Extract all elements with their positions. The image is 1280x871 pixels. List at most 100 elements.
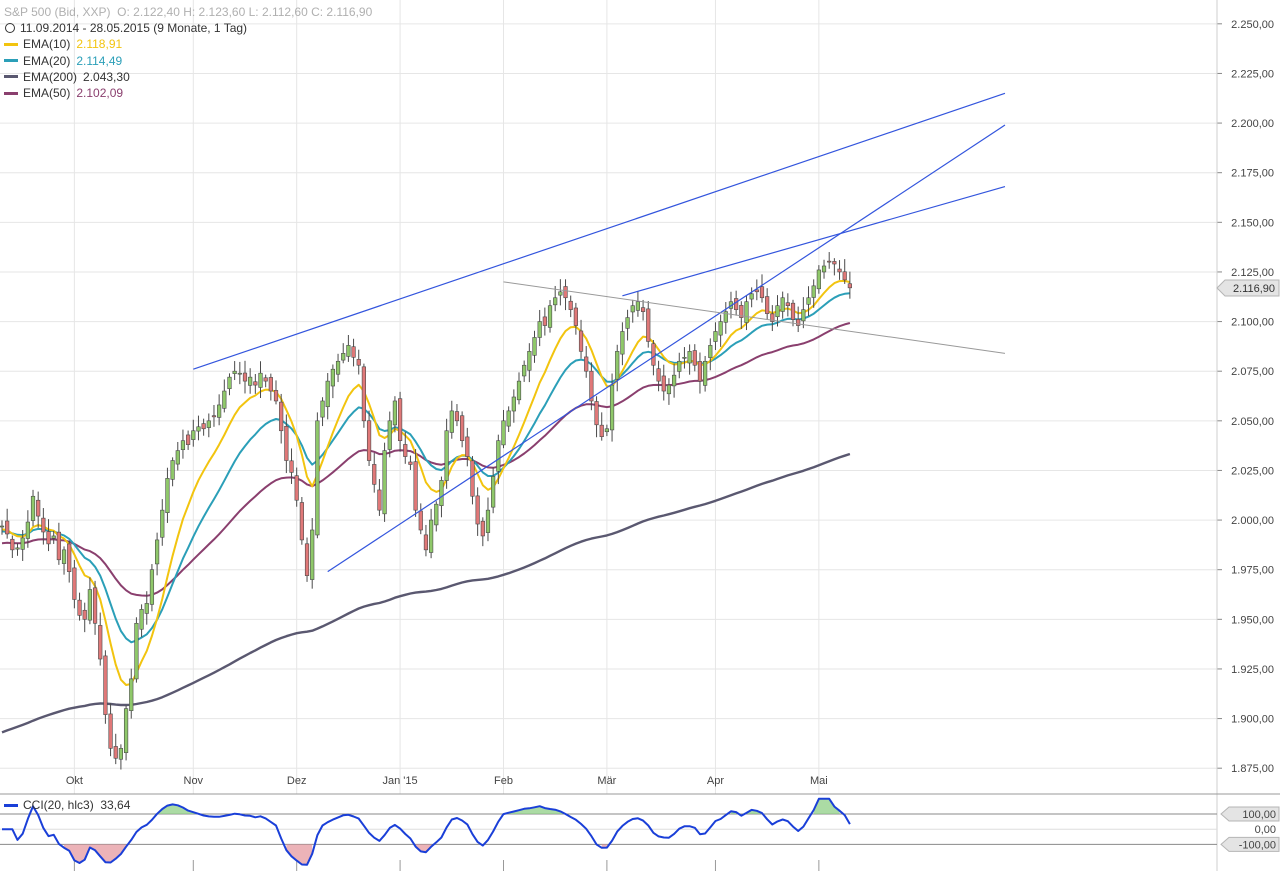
candle [392,396,398,433]
candle [160,499,165,546]
legend-value: 2.102,09 [76,85,124,100]
candle [217,394,222,426]
trendline [193,92,1006,370]
candle [103,650,108,724]
candle [341,343,346,364]
candle [739,301,744,329]
candle [201,418,206,436]
candle [387,411,392,458]
candle [310,518,315,589]
legend-value: 2.118,91 [76,37,123,52]
x-tick-label: Mär [597,775,616,787]
candle [408,455,413,470]
x-tick-label: Dez [287,775,307,787]
candle [413,449,418,517]
candle [677,352,682,379]
candle [325,373,330,420]
instrument-header: S&P 500 (Bid, XXP) O: 2.122,40 H: 2.123,… [4,4,372,20]
x-tick-label: Jan '15 [383,775,418,787]
candle [41,508,46,545]
candle [320,397,325,427]
candle [51,530,56,544]
candle [708,338,713,371]
candle [279,393,284,444]
candle [801,297,806,329]
legend-entry: EMA(10) 2.118,91 [4,36,372,52]
candle [661,364,666,401]
last-price-tag: 2.116,90 [1216,279,1280,297]
candle [258,361,263,399]
candle [315,412,320,539]
candle [222,379,227,413]
candle [811,279,816,308]
y-tick-label: 2.225,00 [1231,68,1274,80]
ema-line [1,279,851,686]
candle [346,335,351,362]
cci-label: CCI(20, hlc3) [23,798,94,812]
candle [723,302,728,334]
cci-level-label: -100,00 [1239,839,1276,851]
candle [796,306,801,333]
candle [687,344,692,375]
x-tick-label: Nov [184,775,204,787]
candle [697,352,703,394]
y-tick-label: 2.075,00 [1231,366,1274,378]
candle [87,577,92,625]
candle [542,307,547,336]
legend-label: EMA(50) [23,85,71,100]
trendline [503,281,1006,354]
ema-line [1,452,851,734]
candle [475,487,480,536]
x-tick-label: Okt [66,775,83,787]
candle [372,452,377,493]
y-tick-label: 2.100,00 [1231,317,1274,329]
y-tick-label: 1.925,00 [1231,664,1274,676]
candle [92,580,98,635]
legend-swatch [4,75,18,79]
candle [480,517,485,547]
cci-zone [64,844,127,864]
candle [175,441,180,471]
candle [827,252,832,269]
candle [465,427,470,467]
candle [123,705,129,761]
candle [299,497,304,545]
cci-level-label: 100,00 [1242,809,1276,821]
candle [573,302,578,335]
candle [330,364,335,399]
candle [749,287,754,308]
y-tick-label: 2.125,00 [1231,267,1274,279]
candle [832,258,837,276]
legend-swatch [4,59,18,63]
candle [547,300,553,333]
candle [625,309,630,341]
candle [0,520,5,535]
cci-level-tag: -100,00 [1220,836,1280,852]
cci-line [2,797,851,866]
candle [211,404,217,427]
candle [666,378,672,405]
candle [335,353,341,383]
candle [553,285,558,312]
candle [15,543,20,556]
candle [248,368,253,394]
candle [780,291,785,319]
candle [713,322,718,351]
candle [429,508,434,559]
candle [186,430,191,450]
candles [0,252,852,770]
trendline [327,124,1006,573]
candle [584,346,589,378]
candle [594,396,599,438]
candle [485,497,491,542]
candle [139,604,144,638]
candle [361,363,367,428]
candle [196,415,201,441]
candle [366,410,372,467]
y-axis: 1.875,00 1.900,00 1.925,00 1.950,00 1.975,00… [1216,0,1280,871]
y-tick-label: 1.950,00 [1231,614,1274,626]
candle [615,344,620,392]
candle [289,448,294,484]
clock-icon [5,23,15,34]
